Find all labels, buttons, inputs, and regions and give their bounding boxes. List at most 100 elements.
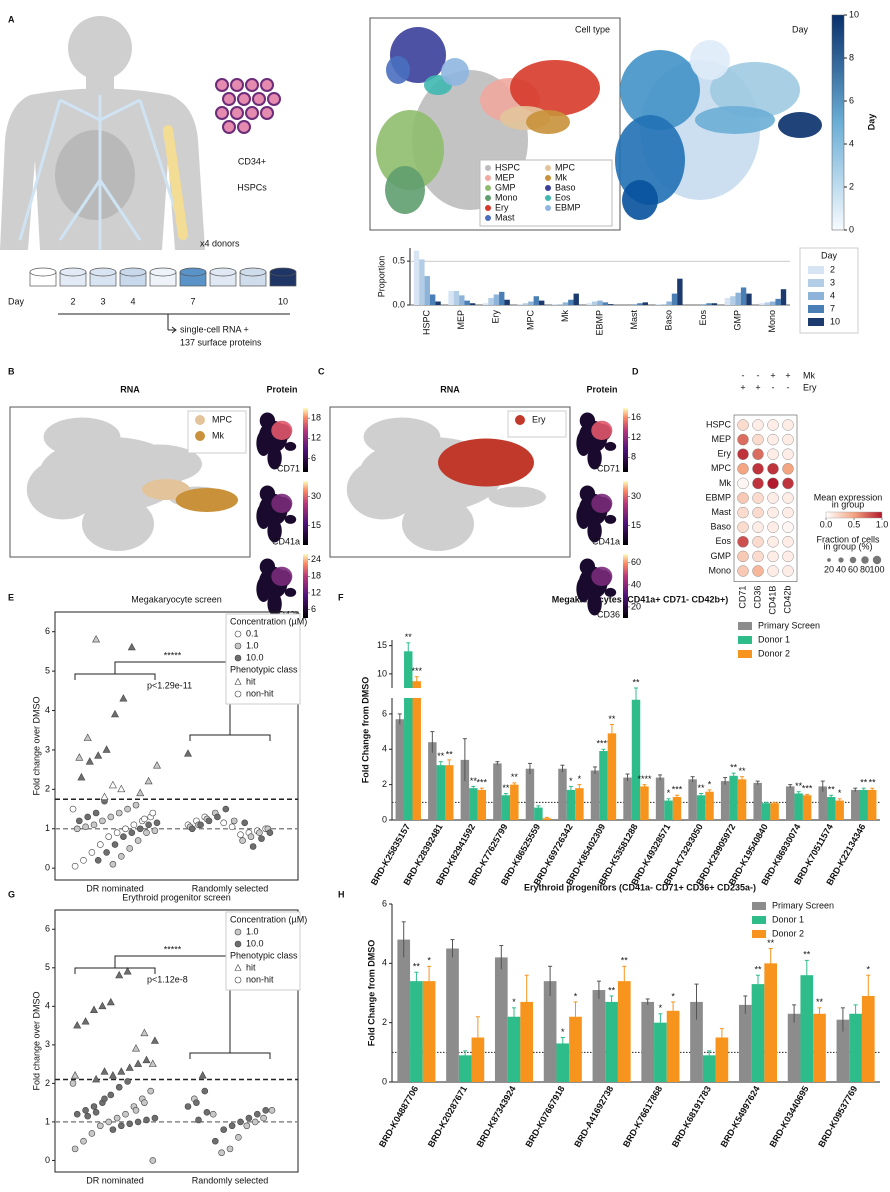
- protein-cells: [284, 441, 297, 451]
- nonhit-point: [134, 1118, 142, 1126]
- y-tick-label: 4: [382, 958, 387, 968]
- colorbar-tick-label: 30: [631, 491, 641, 501]
- legend-label: Mk: [555, 172, 567, 182]
- bar: [770, 803, 779, 820]
- nonhit-point: [71, 862, 79, 870]
- colorbar-tick-label: 8: [631, 452, 636, 462]
- nonhit-point: [193, 1099, 200, 1106]
- nonhit-point: [237, 831, 244, 838]
- hit-point: [106, 997, 115, 1006]
- nonhit-point: [237, 1118, 244, 1126]
- legend-label: 1.0: [246, 926, 259, 936]
- hit-point: [89, 1005, 99, 1013]
- legend-swatch: [485, 165, 491, 171]
- legend-label: 10: [830, 316, 840, 326]
- nonhit-point: [115, 809, 123, 817]
- protein-cells: [576, 503, 591, 529]
- legend-box: [479, 159, 613, 227]
- legend-label: non-hit: [246, 688, 274, 698]
- nonhit-point: [258, 835, 265, 842]
- significance: ***: [802, 784, 813, 794]
- x-tick-label: BRD-K20287671: [426, 1084, 469, 1149]
- day-cylinder-top: [239, 267, 267, 277]
- nonhit-point: [118, 1122, 125, 1130]
- dot-frame: [733, 414, 798, 582]
- bar: [525, 768, 535, 820]
- hit-point: [127, 642, 136, 651]
- sign: +: [740, 382, 745, 392]
- colorbar-tick-label: 12: [311, 433, 321, 443]
- nonhit-point: [256, 829, 263, 837]
- size-label: 40: [836, 564, 846, 574]
- bar: [493, 763, 502, 820]
- hit-point: [150, 1036, 159, 1044]
- legend-swatch: [545, 175, 551, 181]
- x-tick-label: BRD-K54997624: [719, 1084, 762, 1149]
- hit-point: [142, 1055, 151, 1064]
- size-dot: [861, 556, 869, 564]
- dot: [782, 463, 794, 475]
- body-neck: [86, 75, 114, 93]
- x-tick-label: BRD-K04887706: [377, 1084, 420, 1149]
- nonhit-point: [220, 1126, 227, 1133]
- legend-label: Primary Screen: [772, 900, 834, 910]
- bar: [428, 742, 437, 820]
- nonhit-point: [262, 1107, 270, 1114]
- significance: **: [413, 962, 421, 972]
- nonhit-point: [220, 819, 227, 827]
- bar: [543, 981, 557, 1082]
- dot: [767, 448, 779, 460]
- sign: -: [757, 370, 760, 380]
- legend-label: Mast: [495, 212, 515, 222]
- colorbar-tick-label: 6: [311, 604, 316, 614]
- x-tick-label: EBMP: [594, 310, 604, 336]
- legend-label: Donor 2: [758, 648, 790, 658]
- legend-swatch: [234, 940, 242, 948]
- significance: *: [708, 779, 712, 789]
- bar: [459, 295, 465, 305]
- dot: [752, 536, 764, 548]
- legend-title: Phenotypic class: [230, 950, 298, 960]
- bar: [861, 995, 875, 1082]
- bar: [835, 800, 844, 820]
- nonhit-point: [80, 1137, 87, 1145]
- bar: [800, 975, 814, 1082]
- colorbar-tick-label: 8: [849, 52, 854, 62]
- bar: [735, 292, 741, 305]
- legend-swatch: [195, 431, 205, 441]
- bar: [631, 304, 638, 305]
- legend-title: Mean expression: [814, 492, 883, 502]
- x-tick-label: BRD-K87343924: [475, 1084, 518, 1149]
- protein-signal: [271, 493, 293, 513]
- nonhit-point: [88, 849, 96, 856]
- nonhit-point: [107, 1091, 115, 1099]
- bar: [556, 1043, 570, 1082]
- protein-name: CD36: [597, 609, 620, 619]
- significance: *: [867, 965, 871, 975]
- nonhit-point: [82, 1107, 89, 1114]
- bar: [746, 293, 752, 305]
- y-axis-label: Fold Change from DMSO: [366, 940, 376, 1047]
- bar: [533, 296, 539, 305]
- legend-label: Baso: [555, 182, 576, 192]
- bar: [655, 304, 662, 305]
- cell-icon: [260, 106, 274, 120]
- legend-title: Fraction of cells: [816, 534, 880, 544]
- protein-title: Protein: [586, 384, 617, 394]
- bar: [397, 939, 411, 1082]
- bar: [586, 303, 592, 305]
- nonhit-point: [105, 833, 112, 840]
- legend-label: Mono: [495, 192, 518, 202]
- nonhit-point: [103, 849, 110, 856]
- x-tick-label: BRD-K68191783: [670, 1084, 713, 1149]
- cell-icon: [237, 92, 251, 106]
- colorbar-tick-label: 24: [311, 554, 321, 564]
- panel-label: A: [8, 14, 15, 24]
- bar: [775, 298, 781, 305]
- day-cylinder-top: [269, 267, 297, 277]
- legend-swatch: [485, 205, 491, 211]
- body-bone: [163, 125, 188, 240]
- sign: +: [755, 382, 760, 392]
- hit-point: [100, 1067, 109, 1075]
